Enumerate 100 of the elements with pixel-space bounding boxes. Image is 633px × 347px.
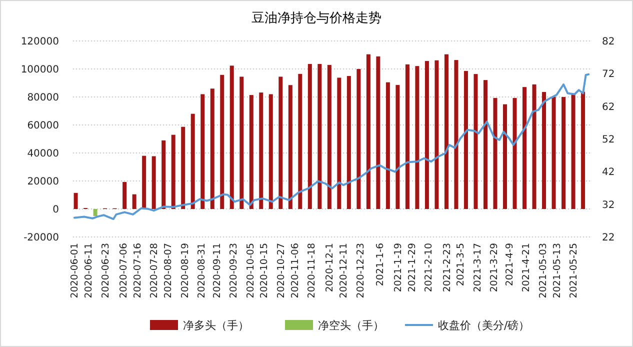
x-tick-label: 2021-4-9 xyxy=(504,243,516,286)
y2-tick-label: 72 xyxy=(602,69,615,80)
bar xyxy=(571,94,576,209)
bar xyxy=(162,140,166,209)
x-tick-label: 2021-1-6 xyxy=(374,243,386,286)
x-tick-label: 2020-09-23 xyxy=(228,243,240,298)
bar xyxy=(152,156,156,209)
x-tick-label: 2020-08-07 xyxy=(163,243,174,298)
y-tick-label: 0 xyxy=(52,204,59,216)
bar xyxy=(454,60,458,209)
bar xyxy=(200,94,205,209)
x-tick-label: 2021-3-5 xyxy=(456,243,467,286)
bar xyxy=(415,66,420,209)
bar xyxy=(581,92,586,209)
y2-tick-label: 22 xyxy=(602,232,615,244)
bar xyxy=(298,74,302,209)
x-tick-label: 2021-3-29 xyxy=(489,243,500,292)
y-tick-label: 80000 xyxy=(27,92,59,104)
x-tick-label: 2020-09-11 xyxy=(212,243,223,298)
bar xyxy=(502,104,507,209)
x-tick-label: 2020-06-11 xyxy=(84,243,95,298)
chart-title: 豆油净持仓与价格走势 xyxy=(252,11,382,26)
x-tick-label: 2020-12-1 xyxy=(324,243,336,292)
x-tick-label: 2021-1-29 xyxy=(406,243,418,292)
x-tick-label: 2020-08-31 xyxy=(196,243,208,298)
bar xyxy=(483,80,488,209)
line-series xyxy=(73,73,590,220)
bar xyxy=(396,84,400,209)
bar xyxy=(181,126,186,209)
bar xyxy=(337,78,342,209)
x-tick-label: 2020-07-06 xyxy=(118,243,130,298)
x-tick-label: 2021-05-03 xyxy=(538,243,549,298)
bar xyxy=(522,87,527,209)
bar xyxy=(93,209,98,216)
bar xyxy=(493,98,498,209)
bar xyxy=(532,84,536,209)
bar xyxy=(542,92,546,209)
y-tick-label: 60000 xyxy=(27,120,59,132)
bar xyxy=(444,54,448,209)
y-tick-label: 100000 xyxy=(20,64,59,76)
bar xyxy=(122,182,127,209)
bar xyxy=(259,92,264,209)
bar xyxy=(318,64,322,209)
x-tick-label: 2020-12-23 xyxy=(355,243,366,298)
bar xyxy=(288,85,292,209)
bar xyxy=(249,95,254,209)
bar xyxy=(386,82,390,209)
y2-tick-label: 42 xyxy=(602,167,615,178)
bar xyxy=(376,56,380,209)
y-tick-label: 120000 xyxy=(20,36,59,48)
y-tick-label: -20000 xyxy=(24,232,59,244)
bar xyxy=(562,97,566,209)
bar xyxy=(434,60,439,209)
bar xyxy=(268,94,273,209)
x-tick-label: 2020-11-18 xyxy=(306,243,318,298)
x-tick-label: 2020-11-06 xyxy=(290,243,301,298)
bar xyxy=(512,98,517,209)
bar xyxy=(405,64,410,209)
x-tick-label: 2021-2-10 xyxy=(424,243,435,292)
bar xyxy=(210,88,214,209)
bar xyxy=(74,192,78,209)
bar xyxy=(464,70,468,209)
bar xyxy=(327,64,332,209)
y2-tick-label: 82 xyxy=(602,36,615,48)
x-tick-label: 2020-12-11 xyxy=(338,243,350,298)
bar xyxy=(278,76,283,209)
bar xyxy=(220,74,224,209)
bar xyxy=(230,66,234,209)
bar xyxy=(240,76,244,209)
x-tick-label: 2020-07-28 xyxy=(149,243,160,298)
y-tick-label: 40000 xyxy=(27,148,59,160)
x-tick-label: 2021-4-21 xyxy=(521,243,532,292)
bar xyxy=(474,74,478,209)
y2-tick-label: 62 xyxy=(602,102,615,113)
bar xyxy=(171,134,176,209)
bar xyxy=(552,96,556,209)
x-tick-label: 2021-3-17 xyxy=(472,243,484,292)
y2-tick-label: 52 xyxy=(602,134,615,146)
bar xyxy=(366,54,370,209)
bar xyxy=(190,114,195,209)
y2-tick-label: 32 xyxy=(602,200,615,211)
bar xyxy=(346,76,351,209)
x-tick-label: 2020-08-19 xyxy=(180,243,191,298)
x-tick-label: 2020-06-01 xyxy=(70,243,81,298)
bar xyxy=(356,69,361,209)
x-tick-label: 2020-07-16 xyxy=(132,243,144,298)
x-tick-label: 2021-05-13 xyxy=(552,243,563,298)
bar xyxy=(308,64,312,209)
x-tick-label: 2021-2-23 xyxy=(442,243,453,292)
x-tick-label: 2021-05-25 xyxy=(568,243,580,298)
legend-label: 净空头（手） xyxy=(318,318,384,332)
x-tick-label: 2020-06-23 xyxy=(100,243,112,298)
legend-label: 收盘价（美分/磅） xyxy=(438,318,530,332)
bar xyxy=(424,61,429,209)
x-tick-label: 2020-10-15 xyxy=(259,243,270,298)
x-tick-label: 2020-10-27 xyxy=(276,243,287,298)
bar xyxy=(142,156,146,209)
bar xyxy=(132,194,136,209)
x-tick-label: 2021-1-19 xyxy=(393,243,404,292)
y-tick-label: 20000 xyxy=(27,176,59,188)
